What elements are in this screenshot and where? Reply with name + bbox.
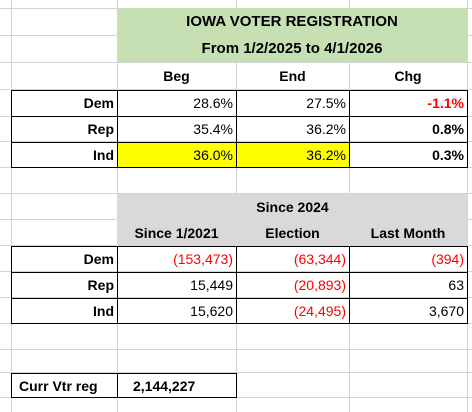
- title-banner: [117, 8, 467, 62]
- row-label-dem: Dem: [83, 95, 114, 111]
- t2-row-label-dem: Dem: [83, 251, 114, 267]
- rep-beg: 35.4%: [193, 121, 233, 137]
- table2-header-fill: [117, 194, 467, 246]
- table1-row-divider: [11, 142, 468, 143]
- header-end: End: [279, 68, 306, 84]
- rep-last-month: 63: [448, 277, 464, 293]
- current-divider: [117, 373, 118, 398]
- ind-since-2021: 15,620: [190, 303, 233, 319]
- table1-col-divider: [117, 90, 118, 168]
- header-chg: Chg: [394, 68, 422, 84]
- report-date-range: From 1/2/2025 to 4/1/2026: [201, 40, 383, 57]
- dem-since-2024: (63,344): [293, 251, 346, 267]
- row-label-rep: Rep: [87, 121, 114, 137]
- dem-beg: 28.6%: [193, 95, 233, 111]
- table2-col-divider: [349, 246, 350, 324]
- dem-last-month: (394): [431, 251, 464, 267]
- dem-since-2021: (153,473): [173, 251, 233, 267]
- rep-end: 36.2%: [306, 121, 346, 137]
- t2-row-label-ind: Ind: [93, 303, 114, 319]
- header-election: Election: [265, 225, 320, 241]
- ind-end: 36.2%: [306, 146, 346, 163]
- header-since-2024: Since 2024: [256, 199, 329, 215]
- ind-chg: 0.3%: [432, 146, 464, 163]
- header-last-month: Last Month: [370, 225, 446, 241]
- ind-last-month: 3,670: [428, 303, 464, 319]
- table2-row-divider: [11, 298, 468, 299]
- rep-chg: 0.8%: [432, 121, 464, 137]
- header-beg: Beg: [163, 68, 190, 84]
- report-title: IOWA VOTER REGISTRATION: [186, 13, 398, 30]
- current-registration-box: [11, 373, 237, 398]
- rep-since-2024: (20,893): [293, 277, 346, 293]
- table1-col-divider: [349, 90, 350, 168]
- table2-col-divider: [117, 246, 118, 324]
- table2-col-divider: [236, 246, 237, 324]
- dem-chg: -1.1%: [427, 95, 464, 111]
- rep-since-2021: 15,449: [190, 277, 233, 293]
- ind-since-2024: (24,495): [293, 303, 346, 319]
- table2-border: [11, 246, 468, 324]
- ind-beg: 36.0%: [193, 146, 233, 163]
- row-label-ind: Ind: [93, 146, 114, 163]
- table1-border: [11, 90, 468, 168]
- table2-row-divider: [11, 272, 468, 273]
- table1-row-divider: [11, 116, 468, 117]
- dem-end: 27.5%: [306, 95, 346, 111]
- header-since-2021: Since 1/2021: [134, 225, 219, 241]
- table1-col-divider: [236, 90, 237, 168]
- current-registration-label: Curr Vtr reg: [19, 377, 98, 394]
- t2-row-label-rep: Rep: [87, 277, 114, 293]
- ind-highlight: [118, 142, 349, 167]
- current-registration-value: 2,144,227: [133, 377, 196, 394]
